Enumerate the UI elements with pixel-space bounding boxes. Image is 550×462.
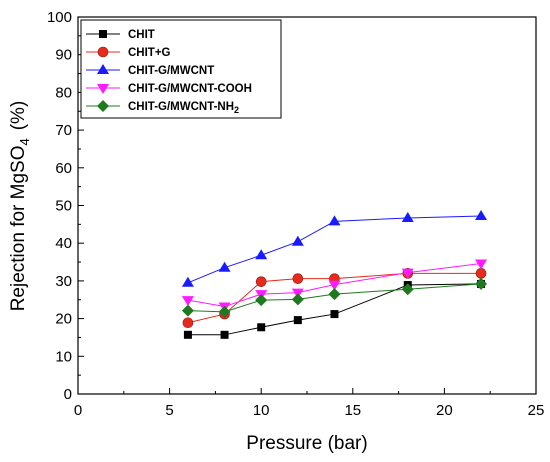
data-point xyxy=(328,280,341,291)
y-axis-title-unit: (%) xyxy=(8,101,29,131)
data-point xyxy=(181,276,194,287)
x-tick-label: 25 xyxy=(528,402,545,419)
data-point xyxy=(291,235,304,246)
y-tick-label: 90 xyxy=(55,47,72,64)
y-tick-label: 10 xyxy=(55,348,72,365)
data-point xyxy=(475,259,488,270)
legend-label: CHIT-G/MWCNT-COOH xyxy=(128,83,252,95)
data-point xyxy=(181,304,194,317)
x-tick-label: 5 xyxy=(165,402,173,419)
data-point xyxy=(330,310,339,319)
legend-entry-1: CHIT+G xyxy=(86,46,171,59)
data-point xyxy=(255,276,267,287)
legend-label-text: CHIT-G/MWCNT-NH xyxy=(128,101,234,113)
data-point xyxy=(401,268,414,279)
legend-label-text: CHIT xyxy=(128,29,155,41)
y-tick-label: 80 xyxy=(55,84,72,101)
x-tick-label: 0 xyxy=(74,402,82,419)
x-tick-label: 10 xyxy=(253,402,270,419)
series-2 xyxy=(181,210,488,287)
legend-entry-2: CHIT-G/MWCNT xyxy=(86,64,214,77)
data-point xyxy=(328,288,341,301)
data-point xyxy=(257,323,266,332)
data-point xyxy=(181,296,194,307)
series-line xyxy=(187,215,482,284)
data-point xyxy=(475,277,488,290)
legend-label-text: CHIT-G/MWCNT xyxy=(128,65,214,77)
y-tick-label: 70 xyxy=(55,122,72,139)
legend-label-subscript: 2 xyxy=(234,105,239,115)
data-point xyxy=(255,294,268,307)
y-axis-title-subscript: 4 xyxy=(17,138,32,145)
legend-label-text: CHIT+G xyxy=(128,47,171,59)
data-point xyxy=(183,330,192,339)
data-point xyxy=(218,261,231,272)
data-point xyxy=(218,305,231,318)
y-tick-label: 20 xyxy=(55,311,72,328)
y-tick-label: 0 xyxy=(64,386,72,403)
data-point xyxy=(220,330,229,339)
y-tick-label: 50 xyxy=(55,198,72,215)
y-axis-title-main: Rejection for MgSO xyxy=(8,146,29,312)
legend-marker xyxy=(97,84,109,94)
legend-entry-4: CHIT-G/MWCNT-NH2 xyxy=(86,100,239,115)
legend-marker xyxy=(97,64,109,74)
data-point xyxy=(475,210,488,221)
series-layer xyxy=(181,210,488,339)
data-point xyxy=(401,283,414,296)
series-4 xyxy=(181,277,488,318)
legend-label: CHIT xyxy=(128,29,155,41)
x-tick-label: 15 xyxy=(344,402,361,419)
data-point xyxy=(292,273,304,284)
data-point xyxy=(255,249,268,260)
data-point xyxy=(475,268,487,279)
y-tick-label: 40 xyxy=(55,235,72,252)
data-point xyxy=(291,293,304,306)
x-tick-label: 20 xyxy=(436,402,453,419)
y-tick-label: 60 xyxy=(55,160,72,177)
legend-marker xyxy=(99,30,107,38)
data-point xyxy=(401,211,414,222)
data-point xyxy=(293,316,302,325)
legend-label-text: CHIT-G/MWCNT-COOH xyxy=(128,83,252,95)
y-axis-title: Rejection for MgSO4 (%) xyxy=(8,101,32,312)
y-tick-label: 30 xyxy=(55,273,72,290)
legend-label: CHIT-G/MWCNT-NH2 xyxy=(128,101,239,115)
data-point xyxy=(182,317,194,329)
y-tick-label: 100 xyxy=(47,9,72,26)
legend-marker xyxy=(97,46,109,58)
legend-label: CHIT-G/MWCNT xyxy=(128,65,214,77)
legend-marker xyxy=(97,100,109,112)
x-axis-title: Pressure (bar) xyxy=(246,433,367,454)
axis-ticks: 0 5 10 15 20 25 0 10 20 30 40 50 60 70 80 90 100 xyxy=(47,9,544,419)
legend: CHIT CHIT+G CHIT-G/MWCNT CHIT-G/MWCNT-COOH C… xyxy=(80,19,282,119)
legend-box xyxy=(80,19,282,119)
legend-entry-3: CHIT-G/MWCNT-COOH xyxy=(86,83,252,95)
data-point xyxy=(328,215,341,226)
legend-label: CHIT+G xyxy=(128,47,171,59)
legend-entry-0: CHIT xyxy=(86,29,155,41)
